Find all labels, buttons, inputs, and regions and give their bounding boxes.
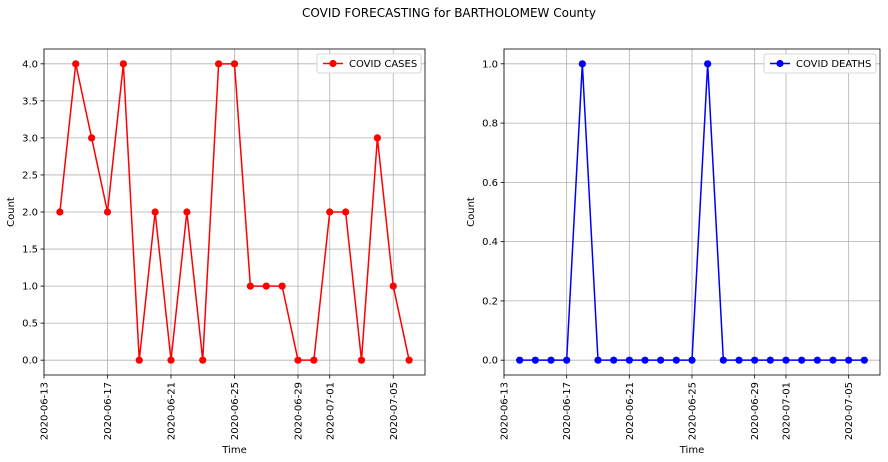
cases-chart-panel: 2020-06-13 2020-06-17 2020-06-21 2020-06-25… (6, 48, 426, 456)
cases-y-tick-label: 2.5 (22, 170, 38, 181)
deaths-y-axis-label: Count (466, 197, 477, 227)
deaths-x-axis-label: Time (679, 445, 704, 456)
cases-data-point (342, 208, 350, 216)
cases-data-point (56, 208, 64, 216)
cases-data-point (389, 282, 397, 290)
cases-y-tick-label: 1.0 (22, 282, 38, 293)
deaths-x-tick-label: 2020-06-21 (625, 382, 636, 440)
deaths-data-point (516, 356, 524, 364)
deaths-chart-panel: 2020-06-13 2020-06-17 2020-06-21 2020-06-25… (466, 48, 881, 456)
deaths-data-point (860, 356, 868, 364)
deaths-data-point (813, 356, 821, 364)
deaths-y-tick-label: 0.0 (482, 356, 498, 367)
deaths-x-tick-label: 2020-06-17 (562, 382, 573, 440)
cases-data-point (262, 282, 270, 290)
deaths-x-tick-label: 2020-06-25 (688, 382, 699, 440)
cases-data-point (135, 356, 143, 364)
deaths-x-tick-label: 2020-06-13 (500, 382, 511, 440)
deaths-data-point (610, 356, 618, 364)
cases-data-point (151, 208, 159, 216)
cases-x-axis-label: Time (221, 445, 246, 456)
cases-data-point (215, 60, 223, 68)
cases-x-tick-label: 2020-06-17 (103, 382, 114, 440)
deaths-data-point (547, 356, 555, 364)
deaths-data-point (766, 356, 774, 364)
deaths-legend (763, 53, 877, 74)
cases-data-point (199, 356, 207, 364)
cases-legend-label: COVID CASES (349, 59, 417, 70)
deaths-data-point (672, 356, 680, 364)
cases-y-tick-label: 0.0 (22, 356, 38, 367)
cases-data-point (72, 60, 80, 68)
deaths-data-point (563, 356, 571, 364)
cases-data-point (119, 60, 127, 68)
cases-data-point (103, 208, 112, 216)
cases-data-point (310, 356, 318, 364)
cases-y-axis-label: Count (6, 197, 17, 227)
cases-y-tick-label: 3.0 (22, 133, 38, 144)
cases-data-point (294, 356, 302, 364)
cases-x-tick-label: 2020-06-29 (294, 382, 305, 440)
cases-data-point (405, 356, 413, 364)
deaths-legend-marker (776, 59, 784, 68)
cases-data-point (167, 356, 175, 364)
deaths-data-point (751, 356, 759, 364)
deaths-data-point (531, 356, 539, 364)
cases-x-tick-label: 2020-06-13 (40, 382, 51, 440)
cases-data-point (246, 282, 254, 290)
cases-y-tick-label: 3.5 (22, 96, 38, 107)
deaths-x-tick-label: 2020-07-05 (844, 382, 855, 440)
deaths-data-point (845, 356, 853, 364)
deaths-x-tick-label: 2020-07-01 (782, 382, 793, 440)
cases-data-point (230, 60, 239, 68)
deaths-y-tick-label: 0.8 (482, 119, 498, 130)
deaths-x-tick-label: 2020-06-29 (750, 382, 761, 440)
deaths-data-point (688, 356, 696, 364)
deaths-data-point (719, 356, 727, 364)
deaths-y-tick-label: 0.4 (482, 237, 498, 248)
cases-data-point (373, 134, 381, 142)
cases-x-tick-label: 2020-06-21 (167, 382, 178, 440)
cases-legend-marker (329, 59, 337, 68)
cases-x-tick-label: 2020-07-05 (389, 382, 400, 440)
deaths-y-tick-label: 1.0 (482, 59, 498, 70)
deaths-data-point (798, 356, 806, 364)
deaths-legend-label: COVID DEATHS (796, 59, 871, 70)
deaths-data-point (704, 60, 712, 68)
cases-data-point (183, 208, 191, 216)
cases-y-tick-label: 2.0 (22, 208, 38, 219)
deaths-y-tick-label: 0.2 (482, 296, 498, 307)
deaths-data-point (657, 356, 665, 364)
cases-x-tick-label: 2020-07-01 (325, 382, 336, 440)
cases-x-tick-label: 2020-06-25 (230, 382, 241, 440)
deaths-data-point (641, 356, 649, 364)
cases-y-tick-label: 4.0 (22, 59, 38, 70)
deaths-y-tick-label: 0.6 (482, 178, 498, 189)
cases-data-point (278, 282, 286, 290)
cases-data-point (357, 356, 366, 364)
cases-y-tick-label: 0.5 (22, 319, 38, 330)
cases-y-tick-label: 1.5 (22, 245, 38, 256)
deaths-data-point (625, 356, 633, 364)
figure-title: COVID FORECASTING for BARTHOLOMEW County (302, 6, 596, 20)
deaths-data-point (829, 356, 837, 364)
cases-data-point (326, 208, 334, 216)
deaths-data-point (578, 60, 586, 68)
cases-data-point (88, 134, 96, 142)
cases-legend (316, 53, 422, 74)
deaths-data-point (782, 356, 790, 364)
deaths-data-point (594, 356, 602, 364)
deaths-data-point (735, 356, 743, 364)
